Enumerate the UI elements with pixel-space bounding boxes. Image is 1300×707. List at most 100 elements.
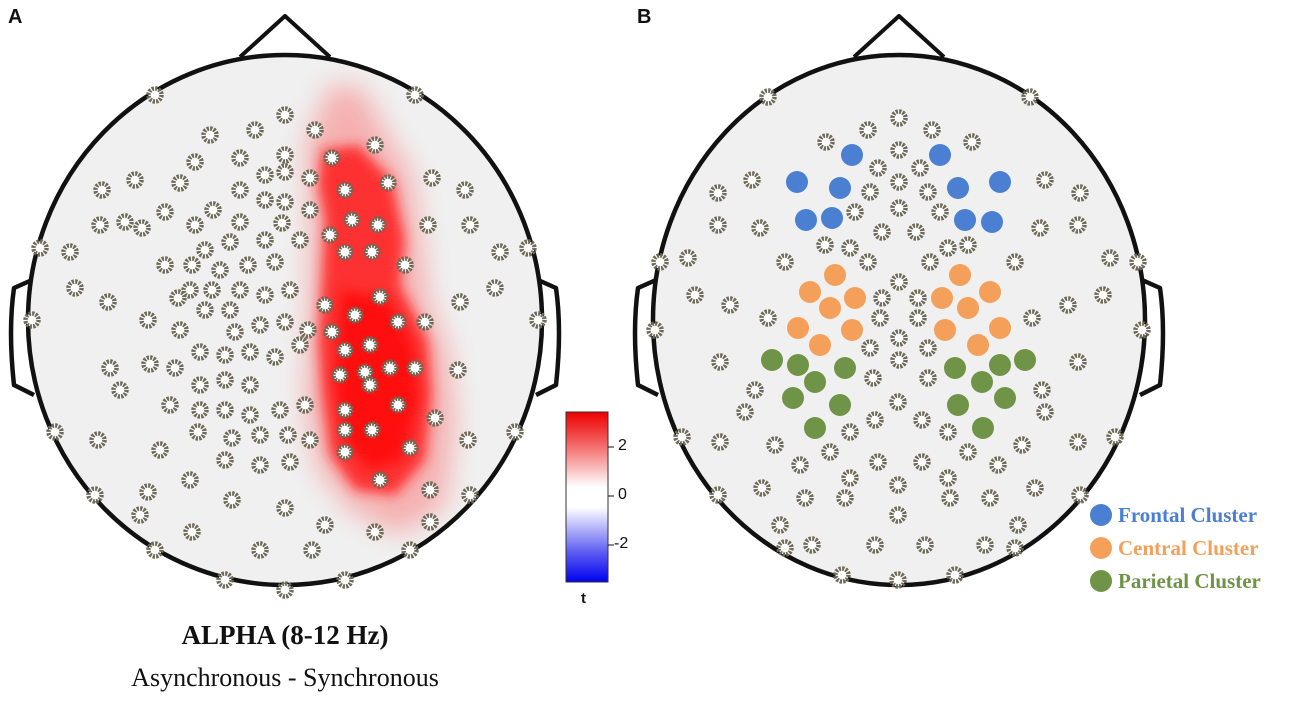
electrode-icon <box>871 309 889 327</box>
electrode-icon <box>419 216 437 234</box>
electrode-icon <box>939 423 957 441</box>
electrode-icon <box>889 476 907 494</box>
electrode-icon <box>766 436 784 454</box>
electrode-icon <box>1129 253 1147 271</box>
electrode-icon <box>941 489 959 507</box>
electrode-icon <box>361 376 379 394</box>
electrode-icon <box>156 256 174 274</box>
central-cluster-electrode <box>787 317 809 339</box>
electrode-icon <box>976 536 994 554</box>
electrode-icon <box>916 536 934 554</box>
frontal-cluster-electrode <box>786 171 808 193</box>
parietal-cluster-electrode <box>971 371 993 393</box>
parietal-cluster-electrode <box>944 357 966 379</box>
electrode-icon <box>171 174 189 192</box>
electrode-icon <box>251 426 269 444</box>
electrode-icon <box>959 236 977 254</box>
electrode-icon <box>939 239 957 257</box>
electrode-icon <box>396 256 414 274</box>
electrode-icon <box>859 253 877 271</box>
electrode-icon <box>449 361 467 379</box>
electrode-icon <box>146 86 164 104</box>
electrode-icon <box>273 214 291 232</box>
electrode-icon <box>216 451 234 469</box>
head-b <box>632 14 1166 589</box>
electrode-icon <box>1069 353 1087 371</box>
ear-icon <box>534 277 562 398</box>
electrode-icon <box>323 149 341 167</box>
electrode-icon <box>1036 171 1054 189</box>
frontal-cluster-electrode <box>829 177 851 199</box>
electrode-icon <box>91 216 109 234</box>
electrode-icon <box>890 173 908 191</box>
electrode-icon <box>833 566 851 584</box>
panel-a-title: ALPHA (8-12 Hz) <box>181 620 389 650</box>
electrode-icon <box>846 203 864 221</box>
electrode-icon <box>673 428 691 446</box>
electrode-icon <box>461 216 479 234</box>
electrode-icon <box>913 411 931 429</box>
electrode-icon <box>336 243 354 261</box>
electrode-icon <box>907 223 925 241</box>
ear-icon <box>1138 277 1166 398</box>
electrode-icon <box>1006 253 1024 271</box>
panel-a-letter: A <box>8 6 23 28</box>
electrode-icon <box>426 409 444 427</box>
electrode-icon <box>651 253 669 271</box>
parietal-cluster-electrode <box>1014 349 1036 371</box>
electrode-icon <box>911 159 929 177</box>
electrode-icon <box>866 536 884 554</box>
electrode-icon <box>241 406 259 424</box>
frontal-cluster-electrode <box>981 211 1003 233</box>
electrode-icon <box>116 213 134 231</box>
colorbar-tick-label: 0 <box>618 486 627 503</box>
frontal-cluster-electrode <box>821 207 843 229</box>
electrode-icon <box>776 539 794 557</box>
electrode-icon <box>519 239 537 257</box>
colorbar <box>565 411 614 583</box>
electrode-icon <box>181 281 199 299</box>
parietal-cluster-electrode <box>989 354 1011 376</box>
central-cluster-electrode <box>799 281 821 303</box>
electrode-icon <box>226 323 244 341</box>
electrode-icon <box>919 339 937 357</box>
electrode-icon <box>1033 381 1051 399</box>
electrode-icon <box>746 381 764 399</box>
electrode-icon <box>486 279 504 297</box>
electrode-icon <box>241 376 259 394</box>
electrode-icon <box>461 486 479 504</box>
electrode-icon <box>31 239 49 257</box>
parietal-cluster-electrode <box>947 394 969 416</box>
electrode-icon <box>251 316 269 334</box>
central-cluster-electrode <box>841 319 863 341</box>
electrode-icon <box>331 366 349 384</box>
electrode-icon <box>276 146 294 164</box>
electrode-icon <box>111 381 129 399</box>
electrode-icon <box>169 289 187 307</box>
electrode-icon <box>126 171 144 189</box>
electrode-icon <box>336 571 354 589</box>
electrode-icon <box>346 306 364 324</box>
electrode-icon <box>231 149 249 167</box>
electrode-icon <box>939 469 957 487</box>
central-cluster-electrode <box>809 334 831 356</box>
electrode-icon <box>321 226 339 244</box>
electrode-icon <box>736 403 754 421</box>
electrode-icon <box>196 241 214 259</box>
electrode-icon <box>371 288 389 306</box>
electrode-icon <box>46 423 64 441</box>
electrode-icon <box>989 456 1007 474</box>
electrode-icon <box>451 293 469 311</box>
electrode-icon <box>1026 479 1044 497</box>
electrode-icon <box>1021 88 1039 106</box>
electrode-icon <box>389 396 407 414</box>
electrode-icon <box>1009 516 1027 534</box>
central-cluster-electrode <box>949 264 971 286</box>
electrode-icon <box>679 249 697 267</box>
electrode-icon <box>421 513 439 531</box>
electrode-icon <box>141 355 159 373</box>
electrode-icon <box>459 431 477 449</box>
electrode-icon <box>156 203 174 221</box>
legend-label-central: Central Cluster <box>1118 536 1259 560</box>
